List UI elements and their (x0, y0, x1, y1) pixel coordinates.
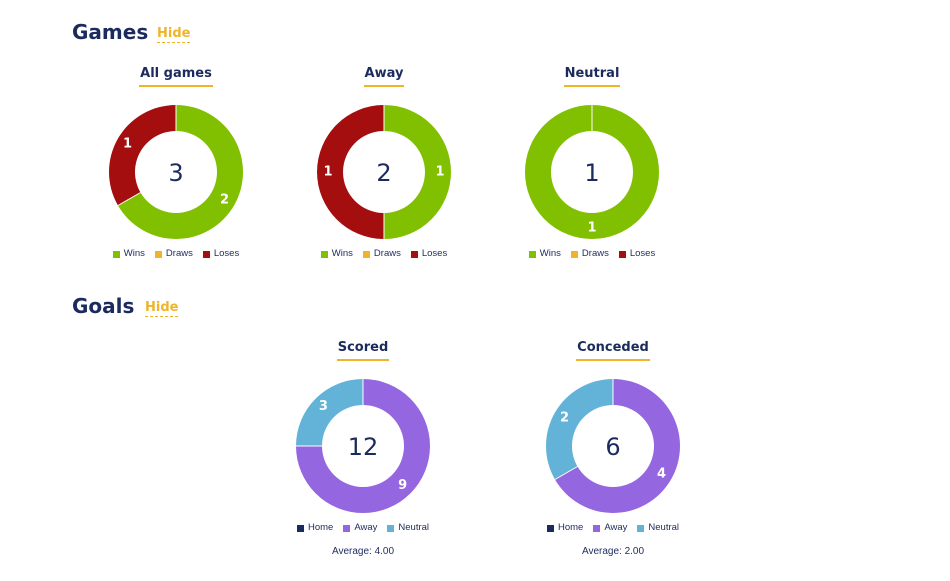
legend-swatch (528, 250, 536, 258)
legend: Home Away Neutral (263, 522, 463, 534)
legend-item-draws[interactable]: Draws (154, 248, 193, 260)
average-label: Average: 4.00 (331, 546, 395, 557)
legend-swatch (570, 250, 578, 258)
chart-title: All games (139, 66, 213, 87)
legend-swatch (202, 250, 210, 258)
slice-loses (317, 105, 384, 239)
slice-value-label: 9 (398, 478, 407, 493)
donut-chart: 4 2 6 (546, 379, 680, 513)
donut-total-label: 2 (376, 159, 391, 187)
legend-item-loses[interactable]: Loses (618, 248, 656, 260)
legend-swatch (546, 524, 554, 532)
slice-loses (109, 105, 176, 206)
slice-neutral (546, 379, 613, 480)
legend-item-loses[interactable]: Loses (410, 248, 448, 260)
legend: Home Away Neutral (513, 522, 713, 534)
donut-total-label: 6 (605, 433, 620, 461)
legend-swatch (343, 524, 351, 532)
legend-swatch (410, 250, 418, 258)
slice-value-label: 4 (657, 467, 666, 482)
slice-value-label: 3 (319, 399, 328, 414)
legend-swatch (154, 250, 162, 258)
legend-label: Home (307, 522, 334, 533)
games-section-title: Games (72, 20, 149, 44)
slice-separator (554, 466, 578, 480)
legend: Wins Draws Loses (284, 248, 484, 260)
goals-hide-link[interactable]: Hide (145, 300, 179, 317)
legend-item-away[interactable]: Away (593, 522, 627, 534)
legend-swatch (387, 524, 395, 532)
legend-label: Away (604, 522, 628, 533)
legend-swatch (112, 250, 120, 258)
legend-label: Draws (165, 248, 193, 259)
chart-title: Scored (336, 340, 390, 361)
legend-item-neutral[interactable]: Neutral (387, 522, 429, 534)
legend-label: Wins (539, 248, 561, 259)
average-label: Average: 2.00 (581, 546, 645, 557)
slice-wins (384, 105, 451, 239)
legend-label: Away (354, 522, 378, 533)
slice-neutral (296, 379, 363, 446)
chart-all-games: All games 2 1 3 Wins Draws Loses (76, 64, 276, 260)
chart-scored: Scored 9 3 12 Home Away Neutral Average: 4.0… (263, 338, 463, 557)
slice-value-label: 1 (323, 165, 332, 180)
legend-label: Loses (213, 248, 240, 259)
legend-label: Neutral (398, 522, 430, 533)
donut-total-label: 3 (168, 159, 183, 187)
legend-item-draws[interactable]: Draws (570, 248, 609, 260)
legend-swatch (637, 524, 645, 532)
goals-section-title: Goals (72, 294, 135, 318)
legend-label: Draws (581, 248, 609, 259)
chart-title: Neutral (563, 66, 621, 87)
legend-swatch (296, 524, 304, 532)
slice-away (554, 379, 680, 513)
donut-chart: 1 1 2 (317, 105, 451, 239)
legend-swatch (593, 524, 601, 532)
legend-item-wins[interactable]: Wins (320, 248, 353, 260)
chart-title: Conceded (576, 340, 650, 361)
legend-item-wins[interactable]: Wins (112, 248, 145, 260)
donut-chart: 11 (525, 105, 659, 239)
legend-label: Loses (629, 248, 656, 259)
slice-value-label: 1 (435, 165, 444, 180)
legend-label: Wins (331, 248, 353, 259)
legend-item-loses[interactable]: Loses (202, 248, 240, 260)
legend-label: Home (557, 522, 584, 533)
chart-title: Away (363, 66, 405, 87)
legend-label: Neutral (648, 522, 680, 533)
legend-label: Wins (123, 248, 145, 259)
legend-item-home[interactable]: Home (296, 522, 334, 534)
donut-total-label: 1 (584, 159, 599, 187)
donut-chart: 9 3 12 (296, 379, 430, 513)
donut-chart: 2 1 3 (109, 105, 243, 239)
legend-item-draws[interactable]: Draws (362, 248, 401, 260)
legend-swatch (362, 250, 370, 258)
legend-item-wins[interactable]: Wins (528, 248, 561, 260)
slice-wins (117, 105, 243, 239)
legend-item-away[interactable]: Away (343, 522, 377, 534)
legend-label: Loses (421, 248, 448, 259)
legend-item-home[interactable]: Home (546, 522, 584, 534)
slice-value-label: 2 (220, 193, 229, 208)
legend-swatch (320, 250, 328, 258)
slice-away (296, 379, 430, 513)
games-hide-link[interactable]: Hide (157, 26, 191, 43)
legend: Wins Draws Loses (76, 248, 276, 260)
donut-total-label: 12 (348, 433, 379, 461)
chart-away: Away 1 1 2 Wins Draws Loses (284, 64, 484, 260)
legend-label: Draws (373, 248, 401, 259)
legend: Wins Draws Loses (492, 248, 692, 260)
chart-conceded: Conceded 4 2 6 Home Away Neutral Average: 2.… (513, 338, 713, 557)
slice-value-label: 1 (123, 137, 132, 152)
legend-swatch (618, 250, 626, 258)
slice-value-label: 1 (587, 221, 596, 236)
legend-item-neutral[interactable]: Neutral (637, 522, 679, 534)
slice-separator (117, 192, 141, 206)
slice-value-label: 2 (560, 411, 569, 426)
